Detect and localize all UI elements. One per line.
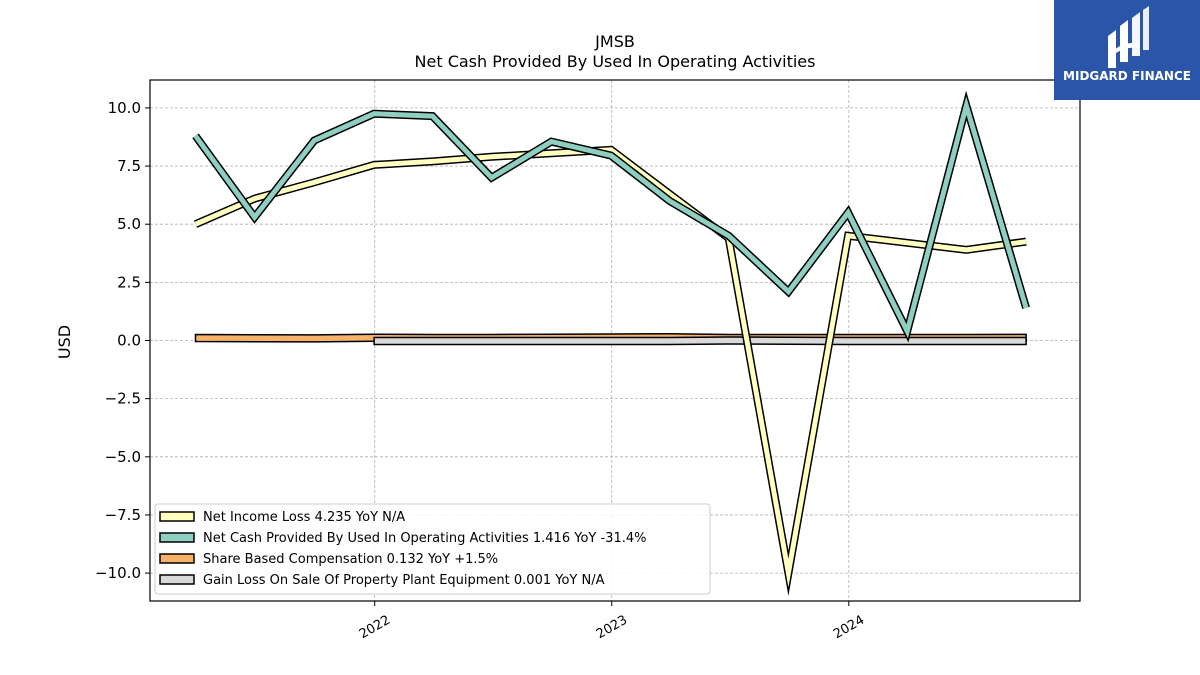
legend-item-net-income-loss: Net Income Loss 4.235 YoY N/A: [159, 510, 405, 525]
legend-item-net-cash-provided-by-used-in-operating-activities: Net Cash Provided By Used In Operating A…: [159, 531, 646, 546]
data-point: [964, 248, 968, 252]
data-point: [609, 339, 613, 343]
y-tick-label: −5.0: [105, 448, 141, 466]
y-tick-label: 10.0: [108, 99, 141, 117]
data-point: [490, 176, 494, 180]
y-tick-label: 5.0: [117, 215, 141, 233]
brand-name: MIDGARD FINANCE: [1063, 69, 1191, 83]
data-point: [431, 339, 435, 343]
data-point: [964, 104, 968, 108]
legend-box: [154, 503, 711, 595]
data-point: [490, 339, 494, 343]
data-point: [253, 215, 257, 219]
y-tick-label: −7.5: [105, 506, 141, 524]
data-point: [312, 336, 316, 340]
y-tick-label: 7.5: [117, 157, 141, 175]
data-point: [253, 336, 257, 340]
chart-title: JMSB: [594, 32, 635, 51]
data-point: [193, 335, 197, 339]
y-tick-label: −10.0: [95, 564, 141, 582]
y-tick-label: 2.5: [117, 273, 141, 291]
data-point: [193, 134, 197, 138]
series-band: [373, 336, 1027, 346]
data-point: [253, 197, 257, 201]
data-point: [846, 339, 850, 343]
legend-swatch: [159, 574, 195, 585]
legend-swatch: [159, 553, 195, 564]
legend-item-gain-loss-on-sale-of-property-plant-equipment: Gain Loss On Sale Of Property Plant Equi…: [159, 573, 605, 588]
series-line: [193, 96, 1029, 339]
legend-item-share-based-compensation: Share Based Compensation 0.132 YoY +1.5%: [159, 552, 498, 567]
data-point: [549, 151, 553, 155]
series-net-income-loss: [193, 145, 1028, 596]
legend-label: Net Income Loss 4.235 YoY N/A: [203, 510, 405, 525]
series-net-cash-provided-by-used-in-operating-activities: [192, 90, 1030, 343]
data-point: [609, 154, 613, 158]
data-point: [490, 155, 494, 159]
brand-logo: MIDGARD FINANCE: [1054, 0, 1200, 100]
data-point: [193, 222, 197, 226]
legend: Net Income Loss 4.235 YoY N/A Net Cash Pr…: [154, 503, 711, 595]
legend-swatch: [159, 532, 195, 543]
data-point: [786, 338, 790, 342]
legend-label: Net Cash Provided By Used In Operating A…: [203, 531, 646, 546]
data-point: [727, 234, 731, 238]
data-point: [668, 339, 672, 343]
data-point: [905, 329, 909, 333]
legend-swatch: [159, 511, 195, 522]
series-layer: [192, 90, 1030, 596]
data-point: [372, 112, 376, 116]
legend-label: Share Based Compensation 0.132 YoY +1.5%: [203, 552, 498, 567]
data-point: [668, 199, 672, 203]
data-point: [312, 180, 316, 184]
series-line: [194, 147, 1027, 588]
data-point: [549, 339, 553, 343]
data-point: [905, 241, 909, 245]
data-point: [964, 339, 968, 343]
data-point: [549, 140, 553, 144]
data-point: [372, 339, 376, 343]
y-tick-label: 0.0: [117, 332, 141, 350]
data-point: [846, 211, 850, 215]
series-gain-loss-on-sale-of-property-plant-equipment: [372, 336, 1028, 346]
data-point: [786, 571, 790, 575]
logo-mark-icon: [1108, 6, 1149, 68]
y-axis-label: USD: [55, 325, 74, 359]
y-tick-label: −2.5: [105, 390, 141, 408]
data-point: [1024, 338, 1028, 342]
data-point: [431, 159, 435, 163]
data-point: [1024, 240, 1028, 244]
data-point: [372, 163, 376, 167]
data-point: [1024, 306, 1028, 310]
data-point: [431, 114, 435, 118]
data-point: [312, 138, 316, 142]
chart-subtitle: Net Cash Provided By Used In Operating A…: [415, 52, 816, 71]
legend-label: Gain Loss On Sale Of Property Plant Equi…: [203, 573, 605, 588]
data-point: [727, 338, 731, 342]
legend-items: Net Income Loss 4.235 YoY N/A Net Cash Pr…: [159, 510, 646, 588]
data-point: [846, 234, 850, 238]
data-point: [786, 290, 790, 294]
